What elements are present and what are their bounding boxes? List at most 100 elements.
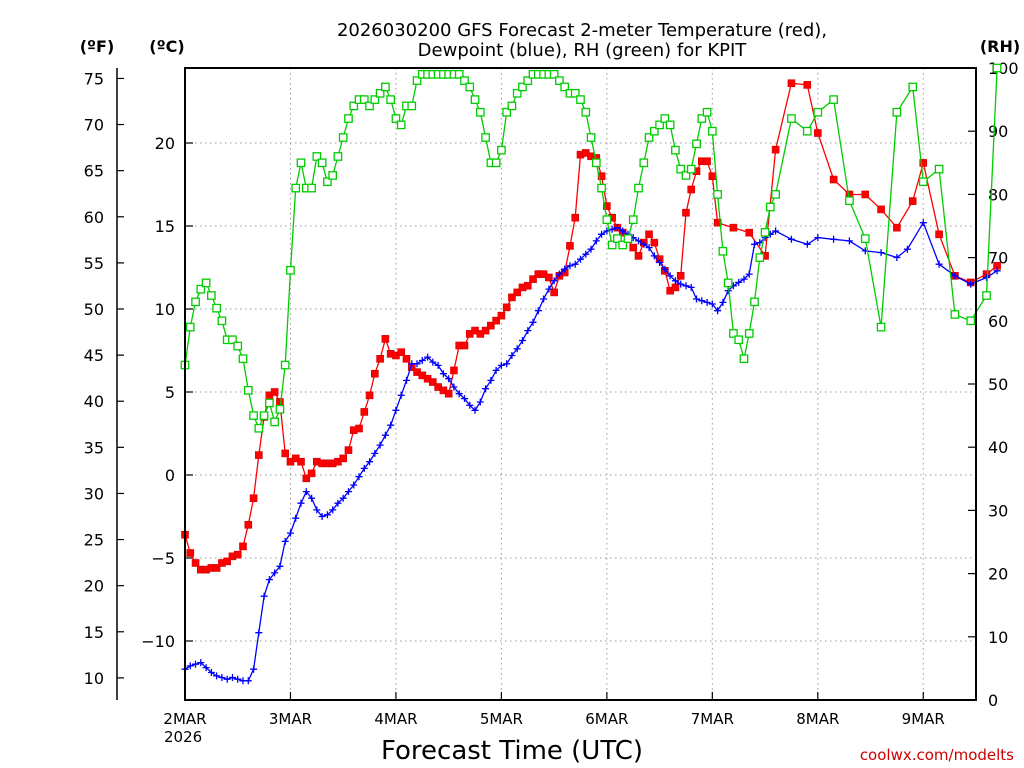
celsius-axis: −10 −5 0 5 10 15 20	[141, 134, 193, 651]
dewpoint-point	[693, 295, 700, 303]
rh-point	[813, 107, 823, 117]
rh-point	[280, 360, 290, 370]
temperature-point	[745, 228, 754, 237]
temperature-point	[908, 197, 917, 205]
temperature-point	[365, 391, 374, 400]
dewpoint-point	[592, 237, 600, 245]
dewpoint-point	[666, 272, 674, 280]
rh-point	[481, 133, 490, 142]
rh-point	[233, 341, 243, 351]
rh-point	[628, 215, 638, 225]
rh-point	[750, 297, 759, 307]
temperature-point	[450, 366, 458, 375]
rh-point	[602, 215, 612, 225]
rh-point	[702, 107, 712, 117]
temperature-point	[935, 230, 943, 239]
dewpoint-point	[313, 506, 321, 514]
dewpoint-point	[318, 513, 326, 520]
rh-point	[370, 95, 380, 104]
temperature-point	[629, 243, 638, 252]
celsius-tick-label: 10	[155, 300, 175, 319]
temperature-point	[687, 185, 696, 194]
temperature-point	[429, 378, 437, 386]
rh-point	[396, 120, 406, 130]
rh-point	[787, 114, 796, 123]
rh-point	[950, 310, 960, 319]
dewpoint-point	[698, 297, 706, 305]
rh-point	[518, 82, 527, 92]
rh-point	[475, 107, 485, 117]
rh-point	[386, 95, 396, 104]
rh-point	[845, 196, 854, 206]
dewpoint-point	[650, 252, 658, 260]
rh-point	[681, 171, 691, 180]
temperature-point	[513, 288, 522, 297]
dewpoint-point	[197, 659, 205, 667]
rh-point	[391, 114, 401, 123]
temperature-point	[634, 252, 643, 260]
dewpoint-point	[497, 361, 505, 369]
dewpoint-point	[476, 398, 484, 406]
dewpoint-point	[308, 494, 316, 502]
dewpoint-point	[186, 662, 194, 670]
rh-tick-label: 50	[988, 375, 1008, 394]
fahrenheit-tick-label: 65	[84, 162, 104, 181]
dewpoint-point	[445, 375, 453, 383]
celsius-tick-label: 20	[155, 134, 175, 153]
dewpoint-point	[250, 665, 258, 673]
temperature-point	[281, 449, 289, 458]
temperature-point	[877, 205, 885, 214]
dewpoint-point	[281, 537, 289, 545]
temperature-point	[571, 213, 580, 222]
dewpoint-point	[202, 664, 210, 672]
rh-point	[992, 63, 1002, 73]
rh-point	[338, 133, 348, 142]
dewpoint-point	[218, 674, 226, 681]
credit-text: coolwx.com/modelts	[860, 746, 1014, 764]
dewpoint-point	[207, 669, 215, 676]
rh-point	[465, 82, 475, 92]
fahrenheit-tick-label: 55	[84, 254, 104, 273]
dewpoint-point	[345, 488, 352, 496]
temperature-point	[861, 190, 870, 199]
dewpoint-point	[613, 224, 621, 232]
dewpoint-point	[302, 488, 310, 496]
rh-point	[876, 322, 886, 332]
dewpoint-point	[708, 300, 716, 308]
rh-point	[512, 88, 522, 98]
rh-point	[507, 101, 517, 111]
rh-point	[707, 126, 717, 136]
rh-point	[365, 101, 374, 111]
dewpoint-point	[919, 219, 927, 227]
rh-point	[634, 183, 643, 193]
rh-point	[718, 246, 728, 256]
rh-tick-label: 20	[988, 565, 1008, 584]
dewpoint-point	[740, 275, 748, 283]
dewpoint-point	[387, 421, 395, 429]
rh-point	[238, 354, 248, 364]
dewpoint-point	[951, 272, 959, 280]
rh-point	[692, 139, 701, 149]
rh-tick-label: 100	[988, 59, 1019, 78]
temperature-point	[302, 474, 311, 483]
dewpoint-point	[255, 629, 263, 637]
dewpoint-point	[413, 360, 421, 368]
rh-point	[734, 335, 744, 345]
temperature-point	[212, 564, 221, 572]
rh-point	[265, 398, 274, 408]
rh-point	[613, 234, 622, 243]
rh-point	[312, 152, 322, 161]
temperature-point	[529, 275, 537, 283]
dewpoint-point	[355, 473, 363, 481]
rh-point	[618, 240, 628, 250]
temperature-point	[893, 223, 901, 232]
fahrenheit-tick-label: 10	[84, 669, 104, 688]
temperature-point	[191, 559, 200, 567]
rh-point	[660, 114, 670, 123]
rh-point	[966, 316, 976, 326]
rh-point	[207, 291, 216, 300]
dewpoint-point	[492, 366, 500, 374]
dewpoint-point	[213, 672, 221, 680]
rh-point	[191, 297, 200, 307]
